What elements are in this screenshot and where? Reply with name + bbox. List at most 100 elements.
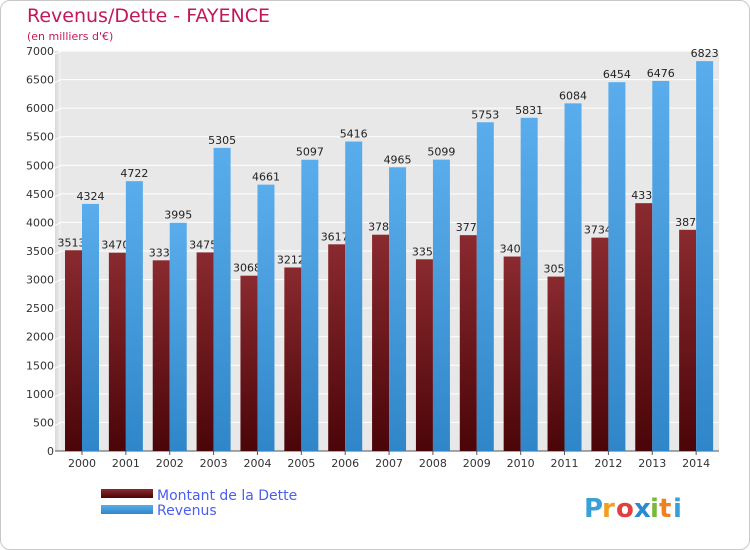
value-label: 4965 bbox=[384, 153, 412, 166]
value-label: 4661 bbox=[252, 171, 280, 184]
gridline-wall bbox=[54, 221, 62, 226]
bar-revenus bbox=[520, 117, 538, 452]
value-label: 6084 bbox=[559, 89, 587, 102]
gridline-wall bbox=[54, 193, 62, 198]
bar-dette bbox=[635, 203, 653, 451]
bar-dette bbox=[679, 229, 697, 451]
x-tick-label: 2003 bbox=[200, 457, 228, 470]
x-tick-label: 2002 bbox=[156, 457, 184, 470]
y-tick-label: 3500 bbox=[26, 245, 54, 258]
plot-side-wall bbox=[55, 51, 61, 451]
gridline-wall bbox=[54, 164, 62, 169]
gridline-wall bbox=[54, 364, 62, 369]
y-tick-label: 7000 bbox=[26, 45, 54, 58]
value-label: 5831 bbox=[515, 104, 543, 117]
bar-revenus bbox=[564, 103, 582, 451]
bar-dette bbox=[372, 234, 390, 451]
x-tick-label: 2012 bbox=[594, 457, 622, 470]
x-tick-label: 2010 bbox=[507, 457, 535, 470]
value-label: 4722 bbox=[120, 167, 148, 180]
value-label: 3475 bbox=[189, 238, 217, 251]
y-tick-label: 2000 bbox=[26, 331, 54, 344]
value-label: 5099 bbox=[427, 146, 455, 159]
x-axis: 2000 2001 2002 2003 2004 2005 2006 2007 2008 2009… bbox=[68, 451, 710, 470]
gridline-wall bbox=[54, 107, 62, 112]
bar-dette bbox=[284, 267, 302, 451]
x-tick-label: 2007 bbox=[375, 457, 403, 470]
y-tick-label: 2500 bbox=[26, 302, 54, 315]
value-label: 3068 bbox=[233, 262, 261, 275]
value-label: 3513 bbox=[58, 236, 86, 249]
bar-revenus bbox=[301, 159, 319, 451]
bar-dette bbox=[503, 256, 521, 451]
value-label: 3617 bbox=[321, 230, 349, 243]
x-tick-label: 2006 bbox=[331, 457, 359, 470]
value-label: 3995 bbox=[164, 209, 192, 222]
bar-revenus bbox=[476, 122, 494, 451]
x-tick-label: 2013 bbox=[638, 457, 666, 470]
bar-dette bbox=[152, 260, 170, 451]
y-tick-label: 4500 bbox=[26, 188, 54, 201]
chart-title: Revenus/Dette - FAYENCE bbox=[27, 5, 271, 27]
x-tick-label: 2004 bbox=[243, 457, 271, 470]
legend-swatch-dette bbox=[101, 489, 153, 498]
value-label: 5416 bbox=[340, 128, 368, 141]
bar-dette bbox=[547, 276, 565, 451]
value-label: 340 bbox=[500, 243, 521, 256]
y-tick-label: 1500 bbox=[26, 359, 54, 372]
bar-revenus bbox=[82, 203, 99, 451]
bar-revenus bbox=[608, 82, 626, 451]
value-label: 3470 bbox=[101, 239, 129, 252]
gridline-wall bbox=[54, 50, 62, 55]
svg-text:i: i bbox=[650, 494, 659, 524]
legend-label-revenus: Revenus bbox=[157, 503, 217, 519]
value-label: 387 bbox=[675, 216, 696, 229]
x-tick-label: 2011 bbox=[551, 457, 579, 470]
bar-revenus bbox=[257, 184, 275, 451]
gridline-wall bbox=[54, 79, 62, 84]
y-tick-label: 0 bbox=[47, 445, 54, 458]
bar-dette bbox=[459, 235, 477, 451]
chart-subtitle: (en milliers d'€) bbox=[27, 30, 114, 43]
bar-dette bbox=[415, 259, 433, 451]
value-label: 3212 bbox=[277, 253, 305, 266]
gridline-wall bbox=[54, 421, 62, 426]
y-tick-label: 5500 bbox=[26, 131, 54, 144]
x-tick-label: 2008 bbox=[419, 457, 447, 470]
value-label: 6476 bbox=[647, 67, 675, 80]
bar-dette bbox=[240, 275, 258, 451]
x-tick-label: 2005 bbox=[287, 457, 315, 470]
value-label: 305 bbox=[544, 263, 565, 276]
value-label: 6823 bbox=[691, 47, 719, 60]
svg-text:t: t bbox=[659, 494, 671, 524]
bar-revenus bbox=[389, 167, 407, 452]
value-label: 335 bbox=[412, 245, 433, 258]
x-tick-label: 2000 bbox=[68, 457, 96, 470]
value-label: 6454 bbox=[603, 68, 631, 81]
gridline-wall bbox=[54, 250, 62, 255]
gridline-wall bbox=[54, 279, 62, 284]
x-tick-label: 2001 bbox=[112, 457, 140, 470]
legend: Montant de la Dette Revenus bbox=[101, 488, 297, 519]
y-tick-label: 3000 bbox=[26, 274, 54, 287]
bar-dette bbox=[591, 237, 609, 451]
bars: 3513 4324 3470 4722 333 3995 3475 5305 3068 4661 3… bbox=[58, 47, 719, 452]
svg-text:x: x bbox=[634, 494, 651, 524]
bar-revenus bbox=[696, 61, 714, 451]
y-tick-label: 5000 bbox=[26, 159, 54, 172]
value-label: 377 bbox=[456, 221, 477, 234]
gridline-wall bbox=[54, 336, 62, 341]
svg-text:i: i bbox=[673, 494, 682, 524]
y-tick-label: 1000 bbox=[26, 388, 54, 401]
bar-dette bbox=[328, 244, 346, 451]
bar-revenus bbox=[345, 141, 363, 451]
value-label: 5097 bbox=[296, 146, 324, 159]
value-label: 5305 bbox=[208, 134, 236, 147]
bar-revenus bbox=[432, 159, 450, 451]
y-tick-label: 500 bbox=[33, 416, 54, 429]
svg-text:r: r bbox=[602, 494, 615, 524]
value-label: 433 bbox=[631, 189, 652, 202]
bar-dette bbox=[108, 252, 126, 451]
